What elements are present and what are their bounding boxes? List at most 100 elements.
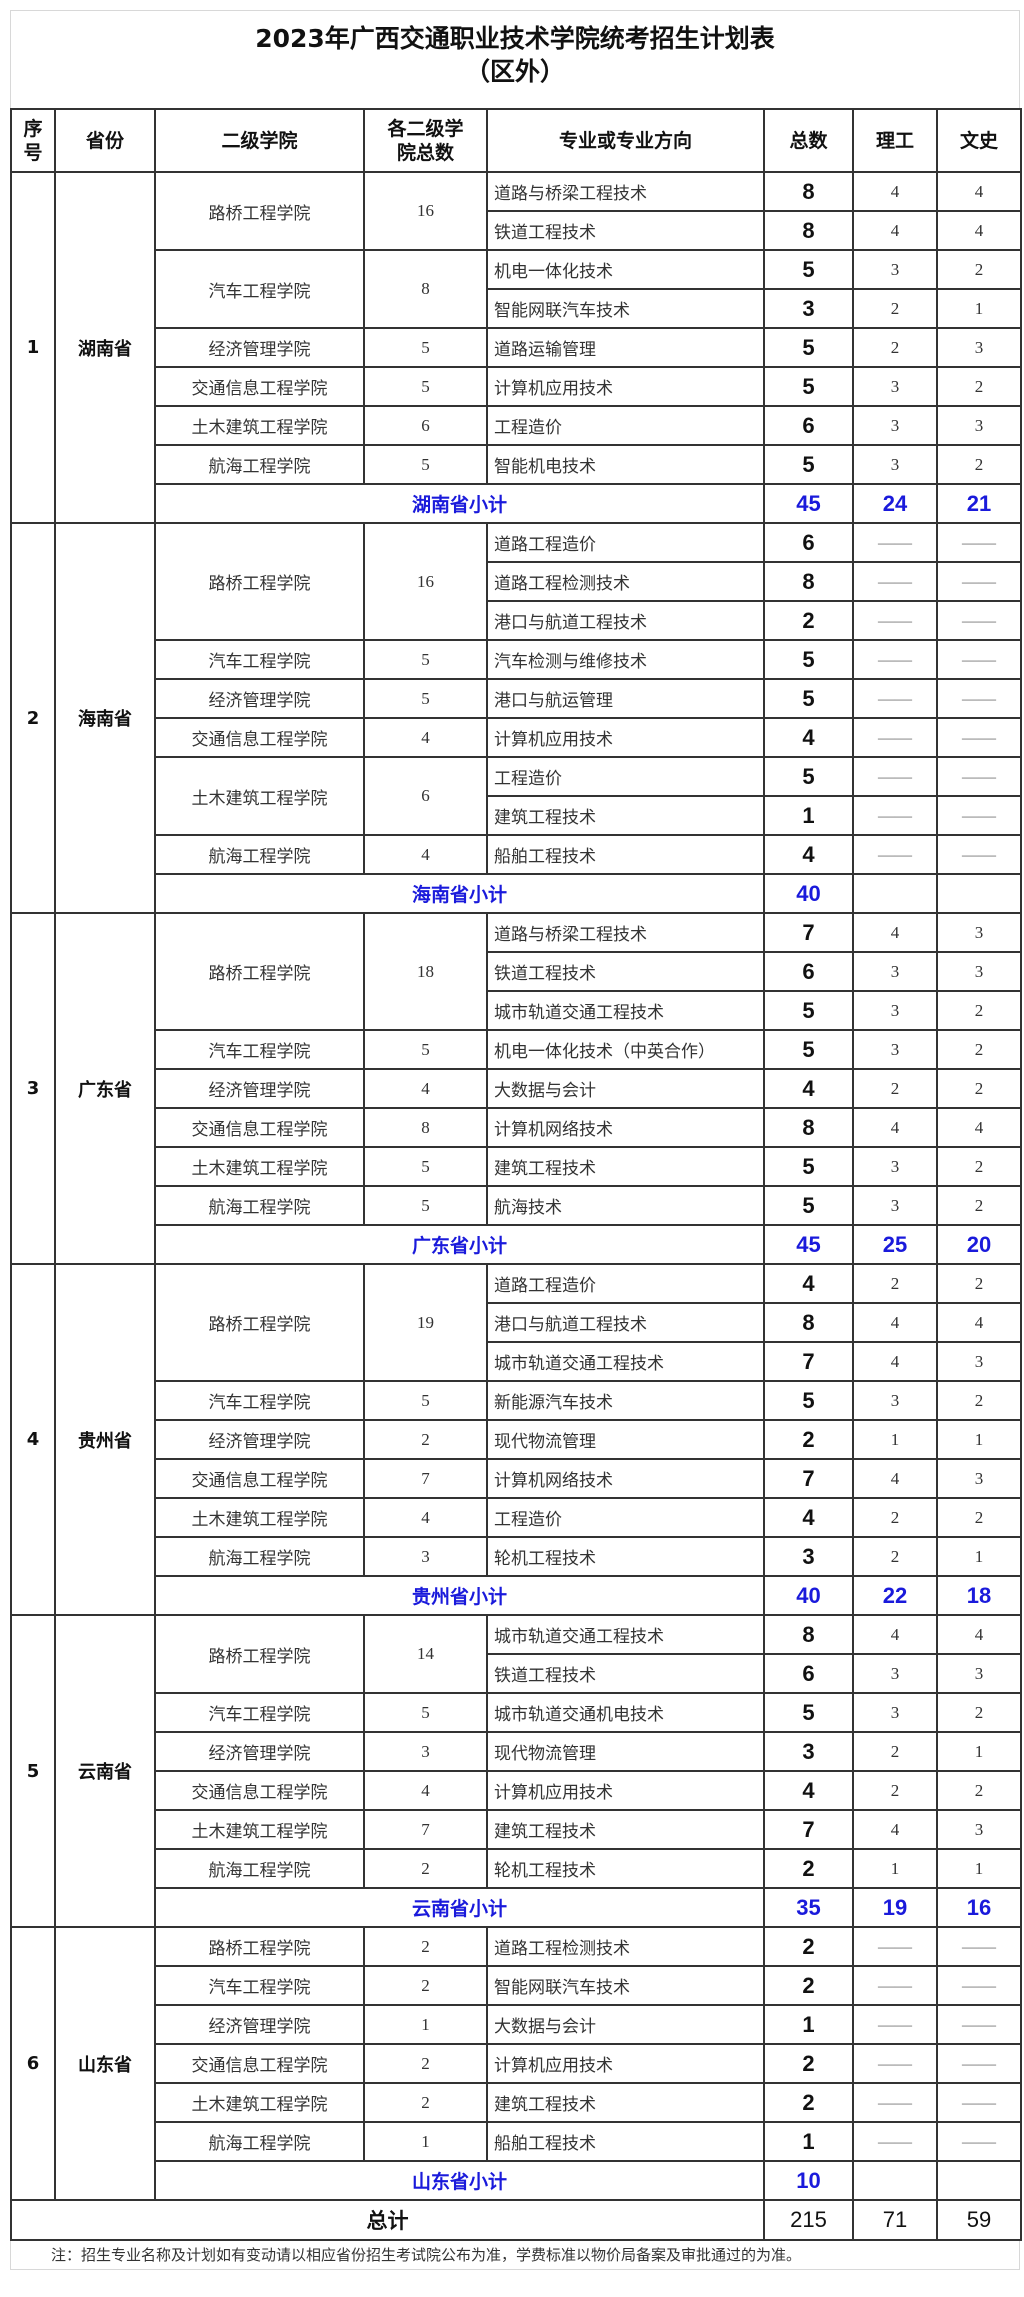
arts-cell: 2: [936, 366, 1022, 407]
total-cell: 5: [763, 678, 854, 719]
subtotal-science: 24: [852, 483, 938, 524]
province-cell: 湖南省: [54, 171, 156, 524]
table-row: 经济管理学院 5 道路运输管理 5 2 3: [11, 327, 1022, 368]
college-count-cell: 18: [363, 912, 488, 1031]
seq-cell: 4: [10, 1263, 56, 1616]
total-cell: 5: [763, 327, 854, 368]
college-count-cell: 1: [363, 2121, 488, 2162]
science-cell: 4: [852, 1107, 938, 1148]
seq-cell: 2: [10, 522, 56, 914]
science-cell: 2: [852, 1770, 938, 1811]
arts-cell: ——: [936, 717, 1022, 758]
science-cell: 2: [852, 1497, 938, 1538]
arts-cell: 2: [936, 249, 1022, 290]
college-count-cell: 5: [363, 678, 488, 719]
table-row: 土木建筑工程学院 6 工程造价 5 —— ——: [11, 756, 1022, 836]
total-cell: 3: [763, 1536, 854, 1577]
college-cell: 汽车工程学院: [154, 1029, 365, 1070]
major-cell: 新能源汽车技术: [486, 1380, 765, 1421]
total-cell: 4: [763, 1770, 854, 1811]
table-row: 航海工程学院 5 航海技术 5 3 2: [11, 1185, 1022, 1226]
title-area: 2023年广西交通职业技术学院统考招生计划表 （区外）: [10, 10, 1020, 108]
seq-cell: 5: [10, 1614, 56, 1928]
province-cell: 海南省: [54, 522, 156, 914]
subtotal-row: 湖南省小计 45 24 21: [11, 483, 1022, 524]
college-cell: 经济管理学院: [154, 2004, 365, 2045]
major-cell: 轮机工程技术: [486, 1848, 765, 1889]
major-cell: 道路工程检测技术: [486, 561, 765, 602]
total-cell: 5: [763, 1380, 854, 1421]
subtotal-row: 海南省小计 40: [11, 873, 1022, 914]
college-cell: 经济管理学院: [154, 678, 365, 719]
subtotal-label: 海南省小计: [154, 873, 765, 914]
table-row: 铁道工程技术 6 3 3: [11, 951, 1022, 992]
arts-cell: ——: [936, 522, 1022, 563]
subtotal-arts: 18: [936, 1575, 1022, 1616]
science-cell: 2: [852, 1536, 938, 1577]
college-count-cell: 2: [363, 1965, 488, 2006]
college-cell: 路桥工程学院: [154, 522, 365, 641]
arts-cell: 2: [936, 1263, 1022, 1304]
table-row: 2 海南省 路桥工程学院 16 道路工程造价 6 —— ——: [10, 522, 1022, 914]
total-cell: 2: [763, 1926, 854, 1967]
major-cell: 智能网联汽车技术: [486, 288, 765, 329]
total-cell: 7: [763, 912, 854, 953]
total-cell: 5: [763, 249, 854, 290]
table-row: 经济管理学院 4 大数据与会计 4 2 2: [11, 1068, 1022, 1109]
subtotal-row: 云南省小计 35 19 16: [11, 1887, 1022, 1928]
arts-cell: ——: [936, 639, 1022, 680]
college-cell: 航海工程学院: [154, 834, 365, 875]
table-row: 智能网联汽车技术 3 2 1: [11, 288, 1022, 329]
arts-cell: 4: [936, 210, 1022, 251]
table-row: 1 湖南省 路桥工程学院 16 道路与桥梁工程技术 8 4 4: [10, 171, 1022, 524]
subtotal-science: [852, 2160, 938, 2201]
table-row: 经济管理学院 2 现代物流管理 2 1 1: [11, 1419, 1022, 1460]
subtotal-label: 云南省小计: [154, 1887, 765, 1928]
total-cell: 3: [763, 288, 854, 329]
college-cell: 汽车工程学院: [154, 1965, 365, 2006]
college-count-cell: 2: [363, 1848, 488, 1889]
table-row: 3 广东省 路桥工程学院 18 道路与桥梁工程技术 7 4 3: [10, 912, 1022, 1265]
table-row: 土木建筑工程学院 4 工程造价 4 2 2: [11, 1497, 1022, 1538]
grand-total-total: 215: [763, 2199, 854, 2241]
major-cell: 道路与桥梁工程技术: [486, 912, 765, 953]
table-row: 土木建筑工程学院 6 工程造价 6 3 3: [11, 405, 1022, 446]
table-row: 交通信息工程学院 4 计算机应用技术 4 2 2: [11, 1770, 1022, 1811]
total-cell: 6: [763, 1653, 854, 1694]
arts-cell: 1: [936, 1731, 1022, 1772]
seq-cell: 6: [10, 1926, 56, 2201]
total-cell: 2: [763, 2043, 854, 2084]
table-row: 经济管理学院 3 现代物流管理 3 2 1: [11, 1731, 1022, 1772]
arts-cell: 3: [936, 327, 1022, 368]
table-row: 航海工程学院 4 船舶工程技术 4 —— ——: [11, 834, 1022, 875]
total-cell: 2: [763, 1419, 854, 1460]
major-cell: 计算机应用技术: [486, 717, 765, 758]
college-count-cell: 19: [363, 1263, 488, 1382]
total-cell: 4: [763, 717, 854, 758]
header-science: 理工: [852, 108, 938, 173]
science-cell: 3: [852, 990, 938, 1031]
college-count-cell: 5: [363, 1692, 488, 1733]
total-cell: 5: [763, 1692, 854, 1733]
college-cell: 路桥工程学院: [154, 1926, 365, 1967]
total-cell: 5: [763, 1146, 854, 1187]
header-major: 专业或专业方向: [486, 108, 765, 173]
province-cell: 广东省: [54, 912, 156, 1265]
total-cell: 1: [763, 2121, 854, 2162]
table-row: 港口与航道工程技术 8 4 4: [11, 1302, 1022, 1343]
college-cell: 交通信息工程学院: [154, 2043, 365, 2084]
table-row: 经济管理学院 5 港口与航运管理 5 —— ——: [11, 678, 1022, 719]
arts-cell: ——: [936, 1965, 1022, 2006]
total-cell: 1: [763, 795, 854, 836]
arts-cell: ——: [936, 1926, 1022, 1967]
college-count-cell: 4: [363, 1770, 488, 1811]
subtotal-total: 35: [763, 1887, 854, 1928]
college-count-cell: 8: [363, 249, 488, 329]
college-count-cell: 5: [363, 1380, 488, 1421]
science-cell: 2: [852, 327, 938, 368]
major-cell: 城市轨道交通工程技术: [486, 1614, 765, 1655]
total-cell: 5: [763, 756, 854, 797]
grand-total-label: 总计: [10, 2199, 765, 2241]
subtotal-row: 广东省小计 45 25 20: [11, 1224, 1022, 1265]
table-row: 汽车工程学院 2 智能网联汽车技术 2 —— ——: [11, 1965, 1022, 2006]
